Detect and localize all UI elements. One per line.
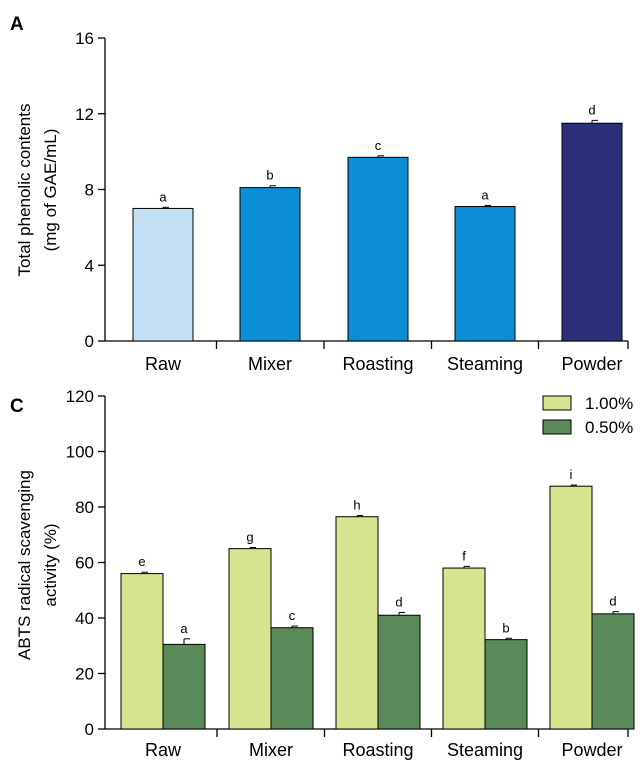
y-axis-title-line2: activity (%) bbox=[41, 523, 60, 606]
significance-label: a bbox=[159, 189, 167, 204]
y-axis-title-line2: (mg of GAE/mL) bbox=[41, 129, 60, 252]
legend-swatch bbox=[542, 395, 572, 411]
x-tick-label: Powder bbox=[561, 354, 622, 374]
bar bbox=[549, 485, 593, 730]
bar bbox=[347, 156, 409, 342]
legend-swatch bbox=[542, 419, 572, 435]
significance-label: c bbox=[289, 608, 296, 623]
x-tick-label: Steaming bbox=[447, 354, 523, 374]
x-tick-label: Powder bbox=[561, 740, 622, 760]
y-tick-label: 0 bbox=[85, 332, 94, 351]
x-tick-label: Roasting bbox=[342, 354, 413, 374]
x-tick-label: Mixer bbox=[249, 740, 293, 760]
bar bbox=[120, 573, 164, 730]
bar bbox=[239, 187, 301, 342]
y-tick-label: 100 bbox=[66, 443, 94, 462]
y-tick-label: 0 bbox=[85, 720, 94, 739]
y-tick-label: 60 bbox=[75, 554, 94, 573]
significance-label: d bbox=[609, 594, 616, 609]
x-tick-label: Raw bbox=[145, 354, 182, 374]
legend-label: 0.50% bbox=[585, 418, 633, 437]
panel-letter-c: C bbox=[10, 396, 24, 417]
y-tick-label: 120 bbox=[66, 387, 94, 406]
bar bbox=[561, 122, 623, 342]
x-tick-label: Roasting bbox=[342, 740, 413, 760]
bar bbox=[162, 643, 206, 730]
significance-label: d bbox=[588, 102, 595, 117]
significance-label: g bbox=[246, 530, 253, 545]
y-tick-label: 20 bbox=[75, 665, 94, 684]
bar bbox=[484, 639, 528, 730]
y-tick-label: 4 bbox=[85, 256, 94, 275]
significance-label: i bbox=[570, 467, 573, 482]
significance-label: b bbox=[502, 620, 509, 635]
panel-letter-a: A bbox=[10, 14, 24, 35]
y-axis-title-line1: ABTS radical scavenging bbox=[15, 470, 34, 660]
bar bbox=[270, 627, 314, 730]
significance-label: h bbox=[353, 498, 360, 513]
bar bbox=[454, 206, 516, 342]
x-tick-label: Mixer bbox=[248, 354, 292, 374]
legend-label: 1.00% bbox=[585, 394, 633, 413]
bar bbox=[442, 567, 486, 730]
significance-label: f bbox=[462, 548, 466, 563]
y-tick-label: 8 bbox=[85, 181, 94, 200]
significance-label: c bbox=[375, 138, 382, 153]
significance-label: b bbox=[266, 168, 273, 183]
y-tick-label: 80 bbox=[75, 498, 94, 517]
y-tick-label: 16 bbox=[75, 29, 94, 48]
significance-label: a bbox=[180, 621, 188, 636]
bar bbox=[591, 613, 635, 730]
y-axis-title-line1: Total phenolic contents bbox=[15, 104, 34, 277]
significance-label: e bbox=[138, 554, 145, 569]
bar bbox=[132, 207, 194, 342]
y-tick-label: 12 bbox=[75, 105, 94, 124]
significance-label: d bbox=[395, 594, 402, 609]
x-tick-label: Steaming bbox=[447, 740, 523, 760]
bar bbox=[335, 516, 379, 730]
y-tick-label: 40 bbox=[75, 609, 94, 628]
bar bbox=[377, 614, 421, 730]
bar bbox=[228, 548, 272, 730]
significance-label: a bbox=[481, 187, 489, 202]
x-tick-label: Raw bbox=[145, 740, 182, 760]
